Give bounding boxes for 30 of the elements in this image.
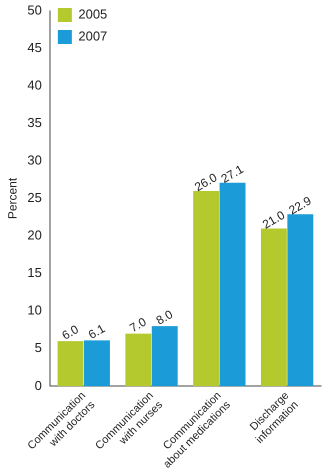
bar [287, 214, 314, 386]
bar [193, 190, 220, 386]
bar [125, 334, 152, 386]
y-tick-label: 20 [27, 228, 42, 243]
y-tick-label: 30 [27, 152, 42, 168]
y-tick-label: 10 [27, 302, 42, 318]
y-tick-label: 50 [27, 2, 42, 18]
data-label: 7.0 [127, 314, 149, 336]
legend-label: 2005 [78, 6, 108, 22]
data-label: 26.0 [192, 170, 220, 194]
y-axis-title: Percent [6, 177, 20, 220]
y-tick-label: 40 [27, 77, 42, 92]
data-label: 6.0 [59, 322, 82, 343]
y-tick-label: 25 [27, 190, 42, 206]
data-label: 8.0 [154, 306, 176, 328]
y-tick-label: 35 [27, 115, 42, 130]
bar [260, 228, 287, 386]
y-tick-label: 0 [34, 378, 42, 393]
y-tick-label: 5 [34, 340, 42, 356]
data-label: 21.0 [260, 208, 288, 232]
y-tick-label: 15 [27, 265, 42, 280]
data-label: 27.1 [218, 162, 246, 186]
bar [220, 182, 246, 386]
y-tick-label: 45 [27, 40, 42, 55]
bar [58, 341, 84, 386]
data-label: 22.9 [286, 193, 314, 218]
bar [152, 326, 178, 386]
legend-label: 2007 [78, 28, 108, 44]
data-label: 6.1 [86, 321, 108, 342]
bar [84, 340, 110, 386]
